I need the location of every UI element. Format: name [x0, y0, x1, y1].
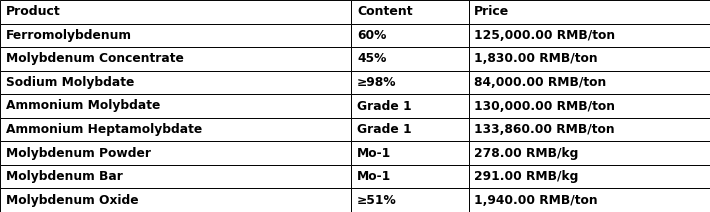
Bar: [351, 24, 469, 47]
Bar: [351, 141, 469, 165]
Bar: [0, 141, 351, 165]
Text: Price: Price: [474, 5, 510, 18]
Text: 60%: 60%: [357, 29, 386, 42]
Text: Molybdenum Bar: Molybdenum Bar: [6, 170, 123, 183]
Bar: [351, 47, 469, 71]
Text: ≥98%: ≥98%: [357, 76, 397, 89]
Text: 130,000.00 RMB/ton: 130,000.00 RMB/ton: [474, 99, 616, 113]
Text: Molybdenum Oxide: Molybdenum Oxide: [6, 194, 138, 207]
Text: ≥51%: ≥51%: [357, 194, 397, 207]
Text: 278.00 RMB/kg: 278.00 RMB/kg: [474, 147, 579, 160]
Text: Product: Product: [6, 5, 60, 18]
Bar: [351, 118, 469, 141]
Bar: [0, 24, 351, 47]
Bar: [0, 94, 351, 118]
Bar: [0, 118, 351, 141]
Bar: [469, 0, 710, 24]
Bar: [351, 188, 469, 212]
Text: Grade 1: Grade 1: [357, 123, 412, 136]
Text: 84,000.00 RMB/ton: 84,000.00 RMB/ton: [474, 76, 606, 89]
Bar: [351, 165, 469, 188]
Text: Ammonium Molybdate: Ammonium Molybdate: [6, 99, 160, 113]
Bar: [0, 165, 351, 188]
Text: 125,000.00 RMB/ton: 125,000.00 RMB/ton: [474, 29, 616, 42]
Text: Mo-1: Mo-1: [357, 147, 391, 160]
Bar: [351, 71, 469, 94]
Text: 291.00 RMB/kg: 291.00 RMB/kg: [474, 170, 579, 183]
Bar: [0, 0, 351, 24]
Bar: [469, 165, 710, 188]
Text: Ammonium Heptamolybdate: Ammonium Heptamolybdate: [6, 123, 202, 136]
Bar: [469, 71, 710, 94]
Bar: [0, 188, 351, 212]
Text: Mo-1: Mo-1: [357, 170, 391, 183]
Text: Sodium Molybdate: Sodium Molybdate: [6, 76, 134, 89]
Bar: [469, 188, 710, 212]
Bar: [0, 47, 351, 71]
Bar: [351, 94, 469, 118]
Bar: [351, 0, 469, 24]
Bar: [469, 118, 710, 141]
Text: Ferromolybdenum: Ferromolybdenum: [6, 29, 131, 42]
Text: Molybdenum Concentrate: Molybdenum Concentrate: [6, 52, 184, 65]
Text: 133,860.00 RMB/ton: 133,860.00 RMB/ton: [474, 123, 615, 136]
Text: 1,940.00 RMB/ton: 1,940.00 RMB/ton: [474, 194, 598, 207]
Bar: [469, 141, 710, 165]
Text: Grade 1: Grade 1: [357, 99, 412, 113]
Bar: [469, 24, 710, 47]
Text: 1,830.00 RMB/ton: 1,830.00 RMB/ton: [474, 52, 598, 65]
Text: Content: Content: [357, 5, 413, 18]
Bar: [469, 94, 710, 118]
Text: 45%: 45%: [357, 52, 386, 65]
Bar: [469, 47, 710, 71]
Text: Molybdenum Powder: Molybdenum Powder: [6, 147, 151, 160]
Bar: [0, 71, 351, 94]
